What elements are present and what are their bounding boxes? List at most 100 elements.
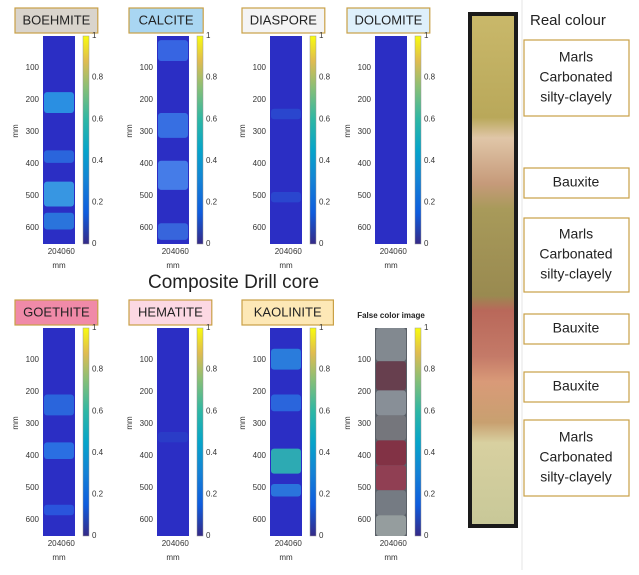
x-axis-label: mm — [166, 553, 180, 562]
colorbar — [309, 327, 317, 537]
map-image — [43, 328, 75, 536]
colorbar-tick-label: 0.4 — [319, 156, 331, 165]
map-region — [44, 181, 74, 207]
y-tick-label: 100 — [140, 355, 154, 364]
panel-label: DOLOMITE — [354, 12, 422, 27]
real-colour-box — [523, 419, 630, 497]
x-tick-label: 20 — [380, 247, 389, 256]
colorbar-tick-label: 0.6 — [319, 406, 331, 415]
map-region — [158, 40, 188, 61]
panel-label: GOETHITE — [23, 304, 90, 319]
x-tick-label: 40 — [57, 247, 66, 256]
map-region — [271, 484, 301, 497]
y-tick-label: 300 — [253, 127, 267, 136]
y-tick-label: 100 — [358, 355, 372, 364]
y-axis-label: mm — [125, 124, 134, 138]
panel-label-box — [14, 7, 99, 34]
y-tick-label: 500 — [253, 191, 267, 200]
y-tick-label: 500 — [140, 191, 154, 200]
colorbar-tick-label: 0 — [206, 531, 211, 540]
y-tick-label: 600 — [358, 515, 372, 524]
real-colour-label: Marls — [559, 429, 593, 445]
y-tick-label: 100 — [26, 63, 40, 72]
map-region — [44, 442, 74, 460]
y-tick-label: 300 — [26, 127, 40, 136]
y-tick-label: 600 — [253, 515, 267, 524]
y-axis-label: mm — [238, 124, 247, 138]
map-region — [376, 361, 406, 391]
map-region — [271, 192, 301, 203]
colorbar-tick-label: 0.8 — [206, 73, 218, 82]
colorbar-tick-label: 0.8 — [319, 365, 331, 374]
x-axis-label: mm — [384, 553, 398, 562]
colorbar-tick-label: 0.6 — [206, 114, 218, 123]
x-tick-label: 20 — [162, 539, 171, 548]
y-tick-label: 100 — [253, 63, 267, 72]
x-tick-label: 40 — [171, 247, 180, 256]
y-tick-label: 500 — [358, 191, 372, 200]
panel-label: CALCITE — [139, 12, 194, 27]
x-axis-label: mm — [52, 553, 66, 562]
colorbar-tick-label: 0.4 — [206, 448, 218, 457]
x-axis-label: mm — [384, 261, 398, 270]
map-region — [376, 490, 406, 516]
real-colour-label: silty-clayely — [540, 89, 612, 105]
core-photo — [472, 16, 514, 524]
panel-label-box — [14, 299, 99, 326]
y-tick-label: 500 — [26, 191, 40, 200]
colorbar-tick-label: 0.2 — [92, 198, 104, 207]
colorbar-tick-label: 0.2 — [424, 490, 436, 499]
map-region — [376, 328, 406, 362]
real-colour-label: Bauxite — [553, 174, 600, 190]
colorbar — [414, 327, 422, 537]
x-tick-label: 20 — [48, 247, 57, 256]
colorbar-tick-label: 0 — [92, 239, 97, 248]
colorbar-tick-label: 0.6 — [206, 406, 218, 415]
y-tick-label: 300 — [358, 127, 372, 136]
y-tick-label: 600 — [140, 515, 154, 524]
y-tick-label: 600 — [140, 223, 154, 232]
real-colour-label: Carbonated — [539, 449, 612, 465]
colorbar — [414, 35, 422, 245]
colorbar-tick-label: 0 — [319, 239, 324, 248]
y-tick-label: 600 — [253, 223, 267, 232]
panel-label-box — [241, 299, 335, 326]
colorbar-tick-label: 0.8 — [424, 73, 436, 82]
map-region — [158, 160, 188, 190]
colorbar-tick-label: 1 — [92, 323, 97, 332]
map-region — [376, 515, 406, 536]
map-image — [157, 36, 189, 244]
y-tick-label: 300 — [140, 419, 154, 428]
y-tick-label: 200 — [253, 387, 267, 396]
real-colour-box — [523, 167, 630, 199]
colorbar-tick-label: 0.4 — [206, 156, 218, 165]
y-tick-label: 500 — [26, 483, 40, 492]
colorbar-tick-label: 0 — [424, 239, 429, 248]
colorbar-tick-label: 1 — [319, 323, 324, 332]
colorbar-tick-label: 0.4 — [92, 448, 104, 457]
colorbar-tick-label: 0.4 — [424, 448, 436, 457]
panel-label: DIASPORE — [250, 12, 318, 27]
x-tick-label: 60 — [66, 247, 75, 256]
y-tick-label: 100 — [253, 355, 267, 364]
map-region — [158, 432, 188, 443]
y-tick-label: 100 — [358, 63, 372, 72]
real-colour-label: Bauxite — [553, 320, 600, 336]
colorbar — [82, 327, 90, 537]
colorbar-tick-label: 0.6 — [319, 114, 331, 123]
real-colour-box — [523, 39, 630, 117]
colorbar-tick-label: 1 — [206, 323, 211, 332]
real-colour-label: silty-clayely — [540, 469, 612, 485]
colorbar-tick-label: 0.2 — [206, 490, 218, 499]
x-tick-label: 40 — [171, 539, 180, 548]
y-axis-label: mm — [238, 416, 247, 430]
panel-label: BOEHMITE — [22, 12, 90, 27]
colorbar — [309, 35, 317, 245]
y-tick-label: 600 — [26, 223, 40, 232]
colorbar-tick-label: 0.8 — [92, 365, 104, 374]
